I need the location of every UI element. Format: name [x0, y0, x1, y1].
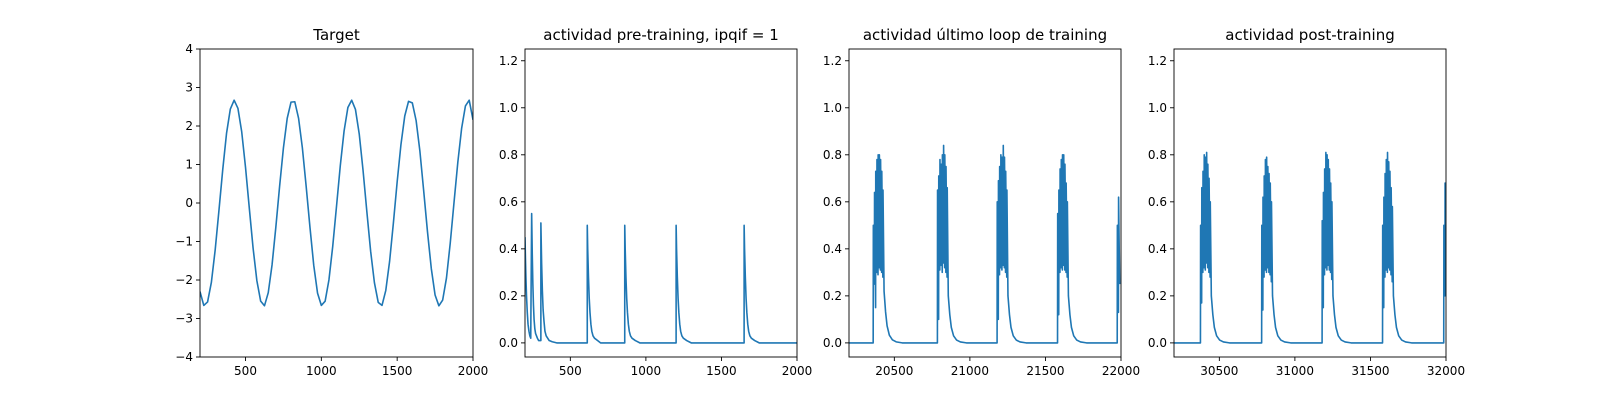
y-tick-label: 0.6 [1148, 195, 1167, 209]
y-tick-label: 0.2 [499, 289, 518, 303]
x-tick-label: 31000 [1276, 364, 1314, 378]
y-tick-label: 0.8 [823, 148, 842, 162]
x-tick-label: 21000 [951, 364, 989, 378]
chart-title: actividad post-training [1225, 26, 1394, 44]
y-tick-label: 1.0 [1148, 101, 1167, 115]
chart-title: Target [312, 26, 360, 44]
x-tick-label: 500 [234, 364, 257, 378]
y-tick-label: 0.0 [499, 336, 518, 350]
y-tick-label: −4 [175, 350, 193, 364]
chart-title: actividad pre-training, ipqif = 1 [543, 26, 779, 44]
y-tick-label: −3 [175, 312, 193, 326]
y-tick-label: 0.6 [823, 195, 842, 209]
chart-title: actividad último loop de training [863, 26, 1107, 44]
x-tick-label: 1000 [631, 364, 662, 378]
y-tick-label: 1.0 [499, 101, 518, 115]
y-tick-label: 1.2 [823, 54, 842, 68]
y-tick-label: 1.2 [499, 54, 518, 68]
series-line-1 [525, 212, 797, 344]
x-tick-label: 21500 [1026, 364, 1064, 378]
y-tick-label: 0.8 [499, 148, 518, 162]
y-tick-label: 0.2 [1148, 289, 1167, 303]
y-tick-label: 0.4 [1148, 242, 1167, 256]
x-tick-label: 30500 [1200, 364, 1238, 378]
y-tick-label: 0.4 [823, 242, 842, 256]
chart-panel-4: 30500 31000 31500 32000 0.0 0.2 0.4 0.6 0.8 1.0 1.… [1148, 26, 1465, 378]
x-tick-label: 2000 [782, 364, 813, 378]
axes-frame [848, 48, 1122, 358]
x-tick-label: 32000 [1427, 364, 1465, 378]
y-tick-label: 0.6 [499, 195, 518, 209]
x-tick-label: 2000 [458, 364, 489, 378]
chart-panel-2: 500 1000 1500 2000 0.0 0.2 0.4 0.6 0.8 1.0 1.2 acti… [499, 26, 812, 378]
y-tick-label: 4 [185, 42, 193, 56]
y-tick-label: 0 [185, 196, 193, 210]
axes-frame [524, 48, 798, 358]
y-tick-label: −2 [175, 273, 193, 287]
series-line-1 [1174, 151, 1446, 344]
y-tick-label: 1.0 [823, 101, 842, 115]
chart-panel-3: 20500 21000 21500 22000 0.0 0.2 0.4 0.6 0.8 1.0 1.… [823, 26, 1140, 378]
y-tick-label: −1 [175, 235, 193, 249]
y-tick-label: 1.2 [1148, 54, 1167, 68]
y-tick-label: 0.0 [1148, 336, 1167, 350]
x-tick-label: 22000 [1102, 364, 1140, 378]
x-tick-label: 1500 [706, 364, 737, 378]
x-tick-label: 31500 [1351, 364, 1389, 378]
y-tick-label: 0.4 [499, 242, 518, 256]
x-tick-label: 20500 [875, 364, 913, 378]
x-tick-label: 1500 [382, 364, 413, 378]
y-tick-label: 3 [185, 81, 193, 95]
y-tick-label: 0.8 [1148, 148, 1167, 162]
series-line-1 [200, 99, 473, 307]
chart-panel-1: 500 1000 1500 2000 −4 −3 −2 −1 0 1 2 3 4 Target [175, 26, 488, 378]
series-line-1 [849, 144, 1121, 344]
x-tick-label: 1000 [306, 364, 337, 378]
y-tick-label: 0.2 [823, 289, 842, 303]
y-tick-label: 0.0 [823, 336, 842, 350]
axes-frame [1173, 48, 1447, 358]
y-tick-label: 1 [185, 158, 193, 172]
y-tick-label: 2 [185, 119, 193, 133]
x-tick-label: 500 [559, 364, 582, 378]
